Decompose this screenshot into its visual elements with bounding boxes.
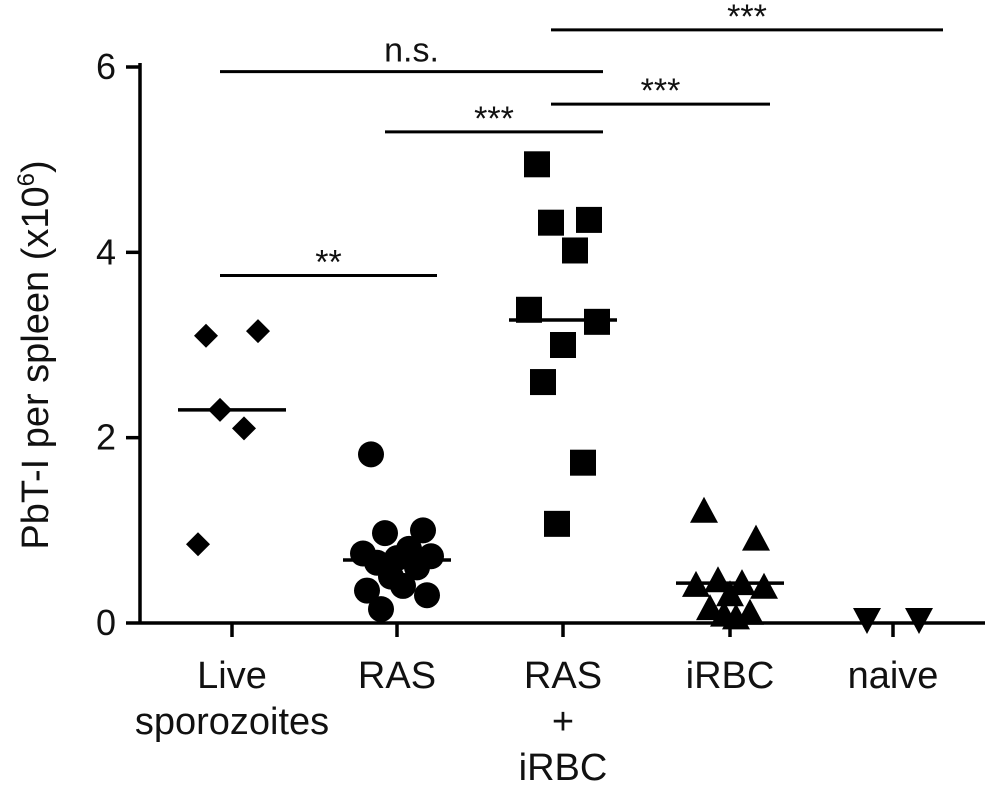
data-point-square bbox=[538, 209, 564, 236]
significance-label: *** bbox=[641, 72, 681, 110]
data-point-diamond bbox=[186, 532, 210, 557]
data-point-circle bbox=[414, 582, 440, 609]
x-category-label: + bbox=[552, 701, 574, 743]
data-point-diamond bbox=[232, 416, 256, 441]
x-category-label: RAS bbox=[358, 655, 436, 697]
x-category-label: Live bbox=[197, 655, 267, 697]
y-tick-label: 0 bbox=[96, 602, 116, 643]
y-axis-label-main: PbT-I per spleen (x10 bbox=[15, 186, 57, 549]
data-point-square bbox=[524, 151, 550, 178]
y-axis-label-close: ) bbox=[15, 160, 57, 173]
data-point-circle bbox=[410, 517, 436, 544]
data-point-square bbox=[544, 510, 570, 537]
data-point-triangle-up bbox=[750, 572, 778, 599]
data-point-triangle-up bbox=[716, 580, 744, 607]
data-point-circle bbox=[358, 441, 384, 468]
significance-label: n.s. bbox=[384, 32, 439, 70]
significance-label: *** bbox=[727, 0, 767, 36]
y-axis-label: PbT-I per spleen (x106) bbox=[13, 160, 57, 549]
data-point-triangle-down bbox=[853, 608, 881, 634]
data-point-triangle-up bbox=[704, 566, 732, 593]
data-point-square bbox=[584, 308, 610, 335]
y-tick-label: 6 bbox=[96, 46, 116, 87]
data-point-square bbox=[562, 237, 588, 264]
data-points bbox=[186, 151, 933, 634]
y-axis-label-exponent: 6 bbox=[13, 173, 40, 186]
x-category-label: RAS bbox=[524, 655, 602, 697]
axes: 0 2 4 6 bbox=[96, 46, 985, 643]
data-point-square bbox=[570, 449, 596, 476]
data-point-circle bbox=[354, 577, 380, 604]
data-point-circle bbox=[390, 572, 416, 599]
y-tick-label: 4 bbox=[96, 231, 116, 272]
data-point-square bbox=[530, 369, 556, 396]
x-category-label: iRBC bbox=[519, 747, 608, 789]
significance-label: *** bbox=[474, 100, 514, 138]
data-point-diamond bbox=[194, 323, 218, 348]
data-point-square bbox=[576, 206, 602, 233]
y-tick-label: 2 bbox=[96, 417, 116, 458]
x-category-label: iRBC bbox=[686, 655, 775, 697]
data-point-triangle-down bbox=[905, 608, 933, 634]
data-point-circle bbox=[372, 520, 398, 547]
x-category-label: sporozoites bbox=[135, 701, 329, 743]
data-point-triangle-up bbox=[690, 496, 718, 523]
data-point-triangle-up bbox=[722, 603, 750, 630]
x-category-label: naive bbox=[848, 655, 939, 697]
data-point-square bbox=[550, 332, 576, 358]
median-lines bbox=[178, 318, 784, 585]
significance-label: ** bbox=[315, 244, 341, 282]
data-point-diamond bbox=[246, 319, 270, 344]
data-point-circle bbox=[368, 596, 394, 623]
significance-bars: ** n.s. *** *** *** bbox=[220, 0, 943, 282]
data-point-triangle-up bbox=[742, 524, 770, 551]
